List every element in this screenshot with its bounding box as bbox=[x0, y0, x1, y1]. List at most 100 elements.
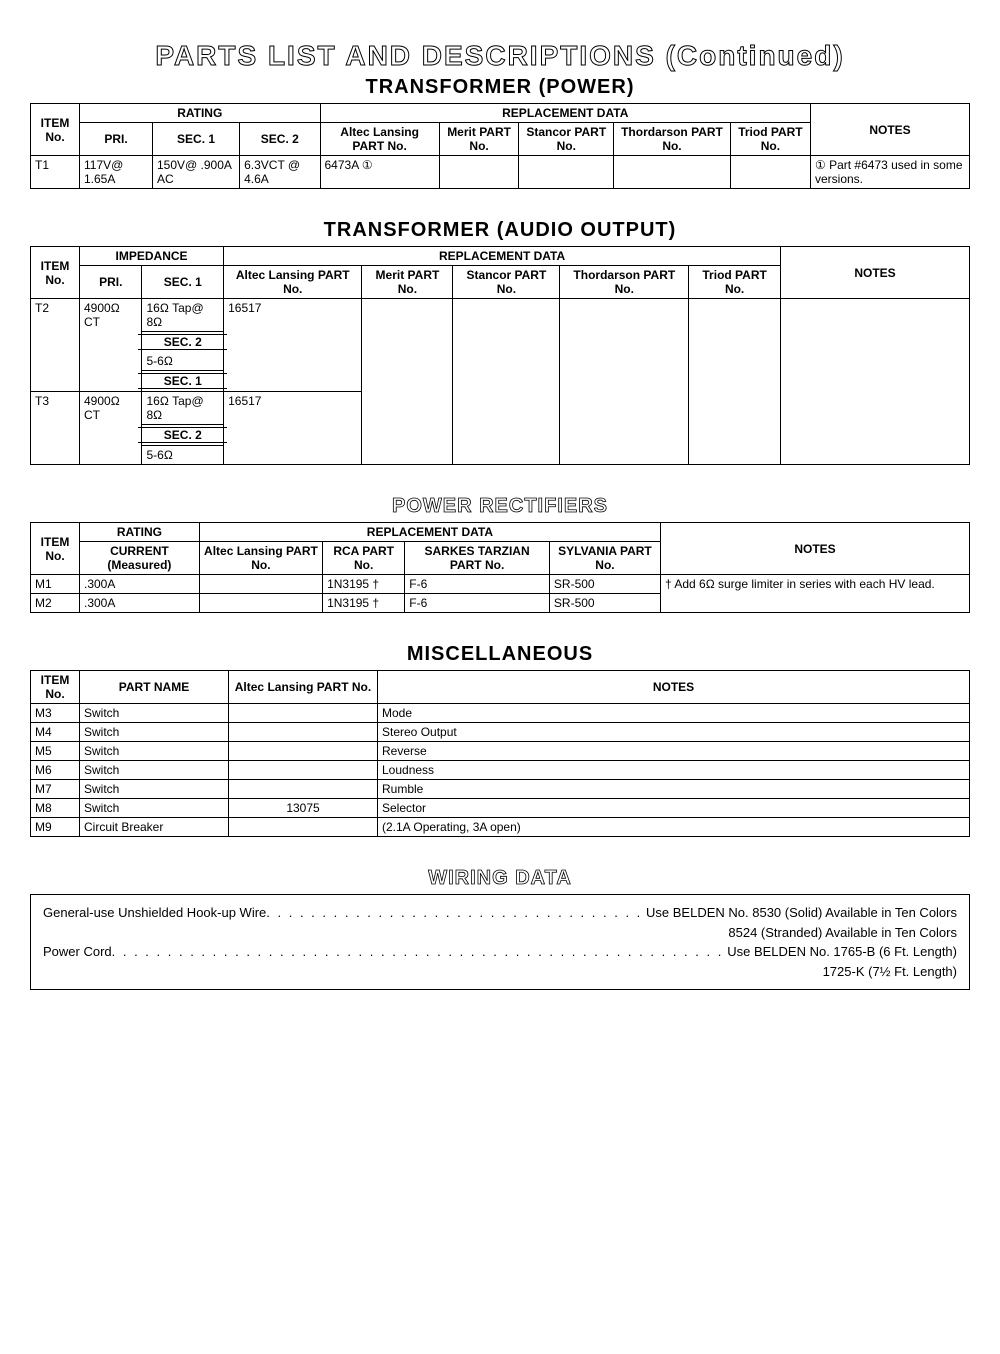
cell-stancor bbox=[519, 156, 614, 189]
table-row: M6SwitchLoudness bbox=[31, 761, 970, 780]
col-sec2: SEC. 2 bbox=[240, 123, 320, 156]
cell-notes: (2.1A Operating, 3A open) bbox=[378, 818, 970, 837]
section-title-misc: MISCELLANEOUS bbox=[30, 643, 970, 666]
col-current: CURRENT (Measured) bbox=[80, 542, 200, 575]
cell-name: Switch bbox=[80, 780, 229, 799]
section-title-power-xfmr: TRANSFORMER (POWER) bbox=[30, 76, 970, 99]
col-altec: Altec Lansing PART No. bbox=[229, 671, 378, 704]
cell-altec bbox=[229, 742, 378, 761]
wiring-box: General-use Unshielded Hook-up Wire . . … bbox=[30, 894, 970, 990]
cell-sylvania: SR-500 bbox=[549, 575, 660, 594]
cell-rca: 1N3195 † bbox=[323, 575, 405, 594]
cell-altec bbox=[229, 704, 378, 723]
col-sylvania: SYLVANIA PART No. bbox=[549, 542, 660, 575]
cell-name: Switch bbox=[80, 799, 229, 818]
table-row: T2 4900Ω CT 16Ω Tap@ 8Ω 16517 bbox=[31, 299, 970, 332]
col-sec1: SEC. 1 bbox=[152, 123, 239, 156]
cell-name: Circuit Breaker bbox=[80, 818, 229, 837]
cell-triod bbox=[730, 156, 810, 189]
cell-pri: 4900Ω CT bbox=[80, 299, 142, 392]
col-impedance: IMPEDANCE bbox=[80, 247, 224, 266]
cell-name: Switch bbox=[80, 704, 229, 723]
table-power-xfmr: ITEM No. RATING REPLACEMENT DATA NOTES P… bbox=[30, 103, 970, 189]
cell-current: .300A bbox=[80, 594, 200, 613]
cell-altec bbox=[229, 761, 378, 780]
col-altec: Altec Lansing PART No. bbox=[224, 266, 362, 299]
cell-notes: † Add 6Ω surge limiter in series with ea… bbox=[661, 575, 970, 613]
col-rca: RCA PART No. bbox=[323, 542, 405, 575]
table-row: M7SwitchRumble bbox=[31, 780, 970, 799]
wiring-line: 1725-K (7½ Ft. Length) bbox=[43, 962, 957, 982]
cell-name: Switch bbox=[80, 742, 229, 761]
cell-sylvania: SR-500 bbox=[549, 594, 660, 613]
col-replacement: REPLACEMENT DATA bbox=[320, 104, 811, 123]
col-triod: Triod PART No. bbox=[689, 266, 781, 299]
wiring-line: Power Cord . . . . . . . . . . . . . . .… bbox=[43, 942, 957, 962]
cell-rca: 1N3195 † bbox=[323, 594, 405, 613]
table-misc: ITEM No. PART NAME Altec Lansing PART No… bbox=[30, 670, 970, 837]
table-row: M9Circuit Breaker(2.1A Operating, 3A ope… bbox=[31, 818, 970, 837]
col-triod: Triod PART No. bbox=[730, 123, 810, 156]
cell-item: M3 bbox=[31, 704, 80, 723]
cell-item: T1 bbox=[31, 156, 80, 189]
col-notes: NOTES bbox=[811, 104, 970, 156]
section-title-audio-xfmr: TRANSFORMER (AUDIO OUTPUT) bbox=[30, 219, 970, 242]
cell-triod bbox=[689, 299, 781, 465]
col-notes: NOTES bbox=[781, 247, 970, 299]
col-altec: Altec Lansing PART No. bbox=[320, 123, 439, 156]
table-row: M5Switch Reverse bbox=[31, 742, 970, 761]
table-row: T1 117V@ 1.65A 150V@ .900A AC 6.3VCT @ 4… bbox=[31, 156, 970, 189]
col-merit: Merit PART No. bbox=[362, 266, 453, 299]
col-stancor: Stancor PART No. bbox=[519, 123, 614, 156]
cell-altec bbox=[199, 575, 322, 594]
col-altec: Altec Lansing PART No. bbox=[199, 542, 322, 575]
cell-merit bbox=[362, 299, 453, 465]
col-item: ITEM No. bbox=[31, 523, 80, 575]
cell-sec1: 16Ω Tap@ 8Ω bbox=[142, 392, 224, 425]
cell-item: M1 bbox=[31, 575, 80, 594]
cell-sec2: 5-6Ω bbox=[142, 446, 224, 465]
col-thord: Thordarson PART No. bbox=[614, 123, 731, 156]
cell-merit bbox=[439, 156, 519, 189]
cell-altec bbox=[229, 723, 378, 742]
cell-altec: 16517 bbox=[224, 299, 362, 392]
cell-notes: Reverse bbox=[378, 742, 970, 761]
cell-sec1: 16Ω Tap@ 8Ω bbox=[142, 299, 224, 332]
cell-name: Switch bbox=[80, 761, 229, 780]
col-item: ITEM No. bbox=[31, 671, 80, 704]
col-pri: PRI. bbox=[80, 266, 142, 299]
table-rectifiers: ITEM No. RATING REPLACEMENT DATA NOTES C… bbox=[30, 522, 970, 613]
cell-item: M8 bbox=[31, 799, 80, 818]
cell-item: M2 bbox=[31, 594, 80, 613]
cell-sec2-label: SEC. 2 5-6Ω bbox=[142, 332, 224, 371]
cell-thord bbox=[560, 299, 689, 465]
cell-altec: 13075 bbox=[229, 799, 378, 818]
col-replacement: REPLACEMENT DATA bbox=[224, 247, 781, 266]
col-notes: NOTES bbox=[661, 523, 970, 575]
col-stancor: Stancor PART No. bbox=[453, 266, 560, 299]
cell-altec: 6473A ① bbox=[320, 156, 439, 189]
table-row: M3Switch Mode bbox=[31, 704, 970, 723]
col-replacement: REPLACEMENT DATA bbox=[199, 523, 660, 542]
col-sec1: SEC. 1 bbox=[142, 266, 224, 299]
cell-stancor bbox=[453, 299, 560, 465]
cell-altec bbox=[229, 818, 378, 837]
page-title: PARTS LIST AND DESCRIPTIONS (Continued) bbox=[30, 40, 970, 72]
cell-thord bbox=[614, 156, 731, 189]
cell-sarkes: F-6 bbox=[405, 594, 550, 613]
section-title-wiring: WIRING DATA bbox=[30, 867, 970, 890]
cell-altec: 16517 bbox=[224, 392, 362, 465]
cell-notes: Stereo Output bbox=[378, 723, 970, 742]
table-row: M8Switch13075Selector bbox=[31, 799, 970, 818]
col-name: PART NAME bbox=[80, 671, 229, 704]
cell-notes: Mode bbox=[378, 704, 970, 723]
cell-item: M6 bbox=[31, 761, 80, 780]
cell-item: M5 bbox=[31, 742, 80, 761]
cell-sec2: 6.3VCT @ 4.6A bbox=[240, 156, 320, 189]
cell-item: T2 bbox=[31, 299, 80, 392]
section-title-rectifiers: POWER RECTIFIERS bbox=[30, 495, 970, 518]
cell-item: M7 bbox=[31, 780, 80, 799]
cell-altec bbox=[199, 594, 322, 613]
cell-pri: 117V@ 1.65A bbox=[80, 156, 153, 189]
col-item: ITEM No. bbox=[31, 104, 80, 156]
